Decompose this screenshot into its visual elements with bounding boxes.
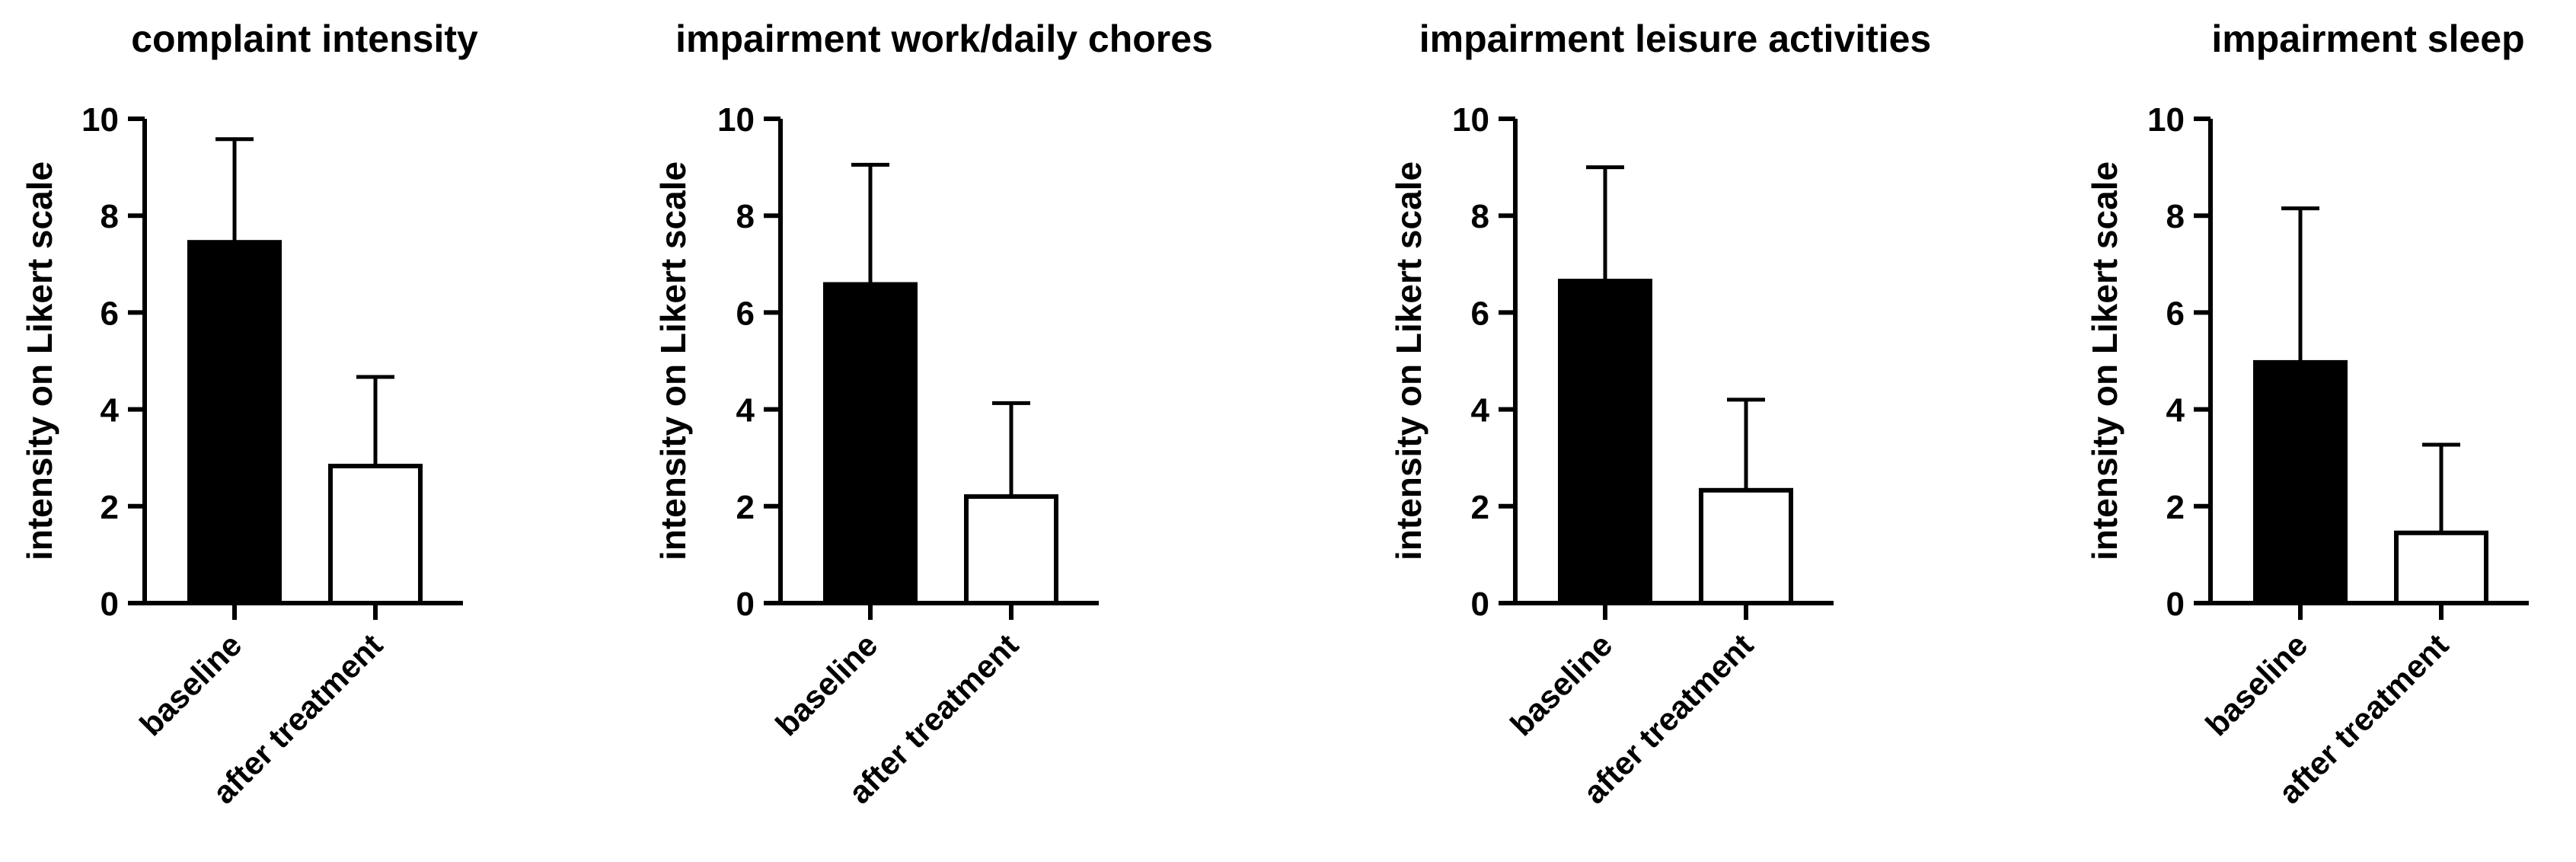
y-tick-label: 10	[81, 101, 119, 139]
x-category-label: baseline	[2198, 627, 2314, 742]
bar-baseline	[1558, 279, 1652, 605]
y-tick-label: 2	[2166, 489, 2185, 526]
y-tick-label: 10	[1452, 101, 1489, 139]
y-tick-label: 0	[2166, 586, 2185, 623]
y-axis-label: intensity on Likert scale	[1389, 161, 1428, 560]
chart-panel-1: complaint intensity intensity on Likert s…	[20, 18, 478, 810]
y-tick-label: 0	[101, 586, 119, 623]
chart-title: impairment work/daily chores	[675, 18, 1213, 60]
chart-panel-3: impairment leisure activities intensity o…	[1389, 18, 1931, 810]
bar-after-treatment	[328, 464, 423, 606]
y-axis-label: intensity on Likert scale	[20, 161, 59, 560]
y-tick-label: 4	[736, 392, 755, 429]
bar-after-treatment	[2394, 530, 2488, 606]
y-tick-label: 2	[101, 489, 119, 526]
y-axis-label: intensity on Likert scale	[2085, 161, 2124, 560]
y-tick-label: 6	[736, 295, 755, 332]
x-category-label: baseline	[768, 627, 884, 742]
bar-baseline	[823, 282, 918, 605]
x-category-label: baseline	[132, 627, 248, 742]
chart-title: complaint intensity	[131, 18, 478, 60]
y-axis-label: intensity on Likert scale	[653, 161, 693, 560]
y-tick-label: 8	[101, 198, 119, 235]
y-tick-label: 2	[736, 489, 755, 526]
y-tick-label: 0	[736, 586, 755, 623]
y-tick-label: 6	[1471, 295, 1489, 332]
chart-title: impairment sleep	[2211, 18, 2524, 60]
x-category-label: baseline	[1503, 627, 1619, 742]
bar-baseline	[2253, 359, 2348, 605]
y-tick-label: 6	[101, 295, 119, 332]
y-tick-label: 10	[2147, 101, 2185, 139]
chart-panel-2: impairment work/daily chores intensity on…	[653, 18, 1213, 810]
bar-after-treatment	[1699, 487, 1793, 606]
y-tick-label: 4	[1471, 392, 1490, 429]
chart-title: impairment leisure activities	[1419, 18, 1932, 60]
bar-after-treatment	[964, 494, 1058, 606]
y-tick-label: 4	[2166, 392, 2185, 429]
y-tick-label: 4	[101, 392, 120, 429]
y-tick-label: 2	[1471, 489, 1489, 526]
bar-baseline	[187, 240, 282, 605]
y-tick-label: 0	[1471, 586, 1489, 623]
y-tick-label: 8	[736, 198, 755, 235]
y-tick-label: 8	[1471, 198, 1489, 235]
y-tick-label: 8	[2166, 198, 2185, 235]
chart-panel-4: impairment sleep intensity on Likert scal…	[2085, 18, 2529, 810]
y-tick-label: 6	[2166, 295, 2185, 332]
y-tick-label: 10	[717, 101, 755, 139]
